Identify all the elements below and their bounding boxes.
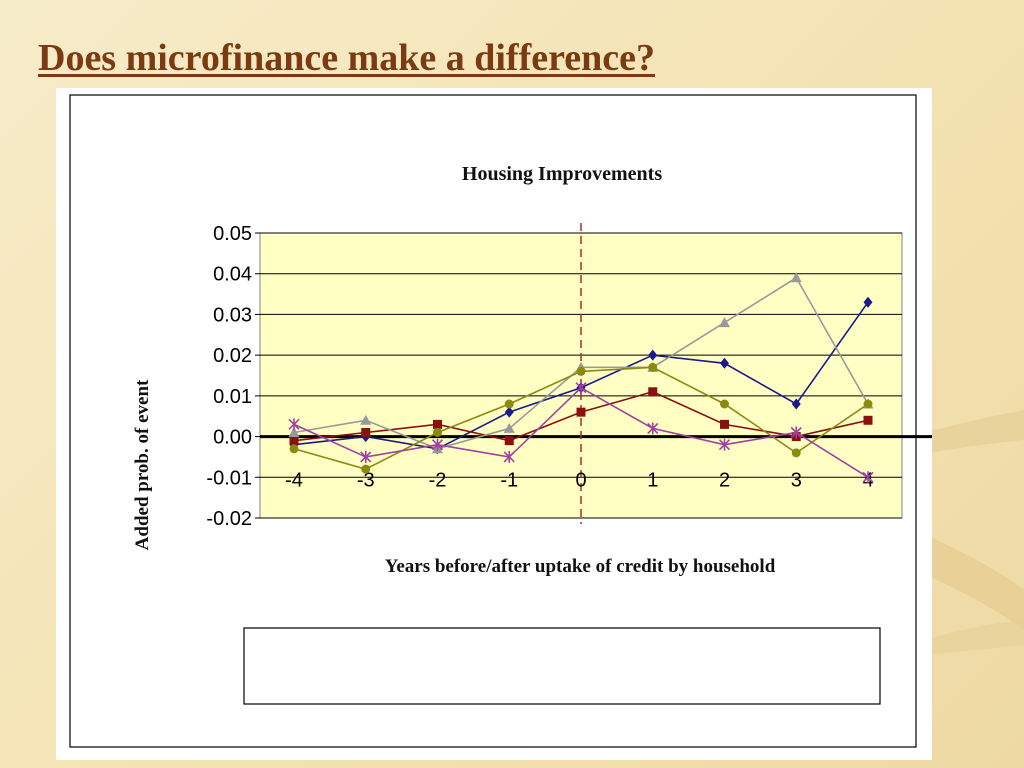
data-point-series-3: [648, 362, 658, 372]
data-point-series-1: [863, 415, 873, 425]
data-point-series-2: [790, 272, 802, 283]
data-point-series-4: [288, 418, 300, 431]
x-tick-label: 0: [575, 470, 586, 492]
y-tick-label: 0.01: [213, 386, 252, 408]
y-tick-label: 0.00: [213, 427, 252, 449]
x-tick-label: 3: [791, 470, 802, 492]
x-tick-label: 2: [719, 470, 730, 492]
data-point-series-3: [504, 399, 514, 409]
data-point-series-3: [289, 444, 299, 454]
x-tick-label: -2: [429, 470, 447, 492]
x-axis-label: Years before/after uptake of credit by h…: [385, 556, 776, 577]
data-point-series-4: [862, 471, 874, 484]
x-tick-label: -4: [285, 470, 303, 492]
x-tick-label: -3: [357, 470, 375, 492]
data-point-series-2: [360, 414, 372, 425]
data-point-series-3: [576, 366, 586, 376]
chart-figure-panel: -0.02 -0.01 0.00 0.01 0.02 0.03 0.04 0.05 -4 -3 -2…: [56, 88, 932, 760]
y-tick-label: -0.02: [206, 508, 252, 530]
legend-box: [243, 627, 881, 705]
data-point-series-0: [791, 398, 801, 410]
data-point-series-3: [863, 399, 873, 409]
slide-title: Does microfinance make a difference?: [38, 37, 655, 79]
data-point-series-1: [433, 419, 442, 429]
y-tick-label: 0.04: [213, 264, 252, 286]
data-point-series-4: [790, 426, 802, 439]
data-point-series-1: [289, 436, 299, 446]
data-point-series-3: [361, 464, 371, 474]
y-tick-label: -0.01: [206, 467, 252, 489]
x-tick-label: 1: [647, 470, 658, 492]
data-point-series-1: [648, 387, 658, 397]
y-tick-label: 0.03: [213, 304, 252, 326]
data-point-series-2: [288, 427, 300, 437]
background-swoosh-decoration: [914, 410, 1024, 655]
data-point-series-4: [360, 450, 372, 463]
chart-title: Housing Improvements: [462, 163, 662, 185]
y-tick-label: 0.05: [213, 223, 252, 245]
data-point-series-0: [863, 296, 873, 308]
data-point-series-4: [718, 438, 731, 451]
data-point-series-0: [648, 349, 658, 361]
data-point-series-3: [720, 399, 729, 409]
data-point-series-0: [504, 406, 514, 418]
data-point-series-0: [720, 357, 729, 369]
data-point-series-1: [720, 419, 729, 429]
data-point-series-4: [503, 450, 515, 463]
data-point-series-4: [647, 422, 659, 435]
data-point-series-1: [361, 428, 371, 437]
data-point-series-4: [575, 381, 587, 394]
data-point-series-2: [503, 422, 515, 433]
data-point-series-3: [791, 448, 801, 458]
y-axis-label: Added prob. of event: [132, 379, 153, 550]
y-tick-label: 0.02: [213, 345, 252, 367]
data-point-series-1: [504, 436, 514, 446]
data-point-series-3: [433, 428, 442, 437]
data-point-series-4: [431, 438, 444, 451]
data-point-series-2: [719, 317, 730, 328]
data-point-series-1: [576, 407, 586, 417]
housing-improvements-chart: -0.02 -0.01 0.00 0.01 0.02 0.03 0.04 0.05 -4 -3 -2…: [69, 94, 932, 748]
x-tick-label: -1: [500, 470, 518, 492]
